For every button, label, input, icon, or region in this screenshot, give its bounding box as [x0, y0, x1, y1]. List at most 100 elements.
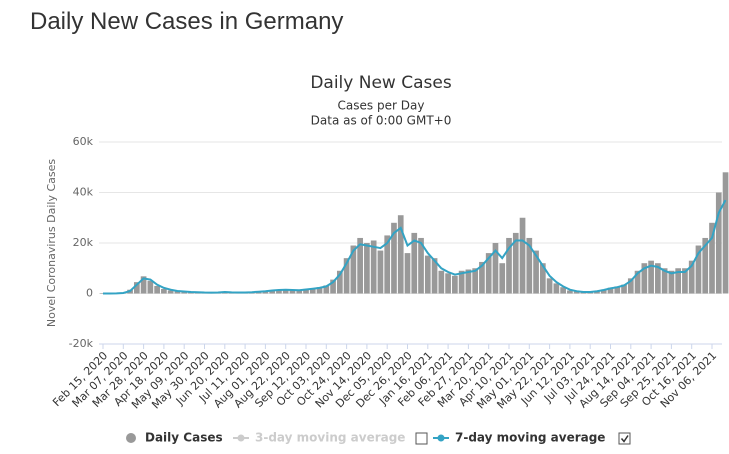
bar: [397, 215, 404, 294]
bar: [357, 237, 363, 294]
bar: [411, 232, 418, 294]
bar: [370, 240, 377, 294]
bar: [627, 278, 634, 294]
bar: [140, 276, 147, 294]
y-tick-label: 60k: [73, 135, 94, 148]
bar: [282, 289, 289, 294]
bar: [567, 290, 573, 294]
bar: [560, 287, 566, 294]
bar: [621, 284, 627, 294]
bar: [553, 283, 560, 294]
bar: [607, 287, 614, 294]
legend-marker: [437, 434, 445, 442]
y-axis-label: Novel Coronavirus Daily Cases: [45, 159, 58, 327]
line: [103, 199, 727, 295]
bar: [655, 263, 661, 294]
bar: [648, 260, 654, 294]
bar: [709, 222, 715, 294]
plot-area: [99, 141, 729, 345]
legend-item[interactable]: Daily Cases: [126, 431, 223, 445]
bar: [364, 243, 370, 294]
bar: [519, 217, 526, 294]
bar: [262, 290, 269, 294]
bar: [391, 222, 397, 294]
bar: [404, 253, 411, 294]
bar: [472, 268, 479, 294]
bar: [492, 243, 499, 294]
bar: [316, 287, 323, 294]
page-title: Daily New Cases in Germany: [30, 8, 344, 35]
bar: [668, 270, 675, 294]
bar: [296, 289, 303, 294]
bar: [276, 289, 282, 294]
legend-label: 7-day moving average: [455, 431, 605, 445]
checkbox[interactable]: [618, 432, 631, 445]
bar: [485, 253, 492, 294]
legend-item[interactable]: 3-day moving average: [233, 431, 405, 445]
bar: [661, 268, 668, 294]
checkbox[interactable]: [415, 432, 428, 445]
bar: [594, 290, 600, 294]
bar: [309, 288, 316, 294]
legend-label: Daily Cases: [145, 431, 223, 445]
bar: [479, 261, 485, 294]
bar: [181, 291, 188, 294]
chart-subtitle: Cases per Day: [338, 99, 425, 113]
y-tick-label: 20k: [73, 236, 94, 249]
bar: [431, 258, 438, 294]
bar: [614, 286, 621, 294]
bar: [695, 245, 702, 294]
bar: [323, 285, 330, 294]
legend-marker: [126, 433, 136, 443]
bar: [533, 250, 539, 294]
bar: [465, 269, 472, 294]
legend-label: 3-day moving average: [255, 431, 405, 445]
bar: [573, 291, 580, 294]
bar: [702, 237, 709, 294]
bar: [722, 172, 729, 294]
bar: [330, 279, 336, 294]
bar: [600, 289, 607, 294]
bar: [715, 192, 722, 294]
bar: [688, 260, 695, 294]
bar: [161, 288, 167, 294]
bar: [499, 263, 506, 294]
checkmark: [620, 435, 629, 443]
y-tick-label: -20k: [69, 337, 94, 350]
legend-item[interactable]: 7-day moving average: [433, 431, 605, 445]
bar: [147, 280, 154, 294]
y-tick-label: 0: [86, 287, 93, 300]
bar: [445, 273, 451, 294]
bar: [512, 232, 519, 294]
bar: [546, 278, 553, 294]
bar: [384, 235, 391, 294]
legend: Daily Cases 3-day moving average 7-day mov…: [126, 431, 631, 445]
bar: [154, 285, 160, 294]
bar: [539, 263, 546, 294]
bar: [438, 270, 445, 294]
bar: [336, 270, 343, 294]
legend-marker: [237, 434, 245, 442]
bar: [682, 268, 688, 294]
bar: [418, 237, 424, 294]
bar: [458, 270, 465, 294]
bar: [377, 250, 384, 294]
bar: [167, 290, 174, 294]
bar: [303, 288, 309, 294]
bar: [506, 237, 512, 294]
bar: [526, 237, 533, 294]
bar: [133, 282, 140, 294]
bar: [641, 263, 648, 294]
bar: [634, 270, 641, 294]
bar: [174, 291, 181, 294]
bar: [350, 245, 357, 294]
chart-title: Daily New Cases: [310, 73, 452, 93]
bar: [675, 268, 682, 294]
bar: [289, 290, 296, 294]
bar: [452, 275, 458, 294]
bar: [424, 255, 431, 294]
bar: [269, 290, 276, 294]
bar: [343, 258, 350, 294]
